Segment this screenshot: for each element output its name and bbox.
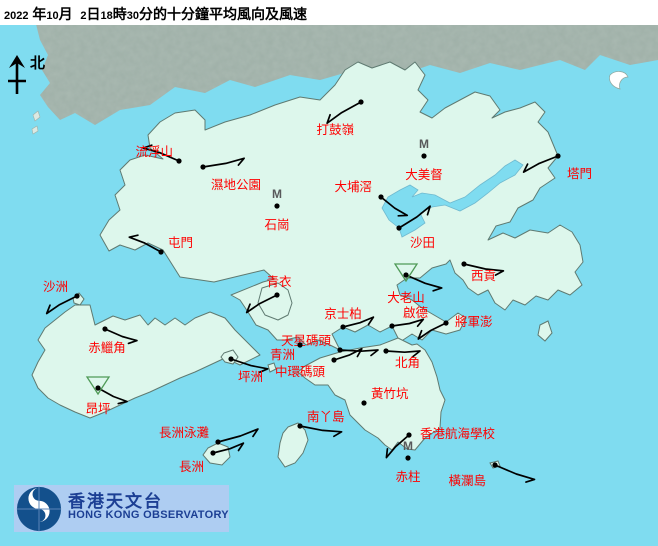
svg-text:大老山: 大老山 (387, 291, 425, 305)
svg-text:香港航海學校: 香港航海學校 (420, 426, 496, 441)
svg-text:M: M (272, 187, 282, 201)
svg-text:M: M (419, 137, 429, 151)
svg-text:赤柱: 赤柱 (395, 469, 420, 484)
svg-text:塔門: 塔門 (567, 167, 592, 181)
svg-text:M: M (403, 439, 413, 453)
svg-text:啟德: 啟德 (403, 305, 429, 320)
svg-text:青衣: 青衣 (266, 274, 292, 289)
svg-text:京士柏: 京士柏 (324, 306, 362, 321)
svg-text:流浮山: 流浮山 (135, 145, 173, 159)
svg-text:屯門: 屯門 (168, 236, 193, 250)
svg-text:長洲泳灘: 長洲泳灘 (159, 426, 210, 440)
svg-text:大埔滘: 大埔滘 (334, 180, 372, 194)
svg-text:將軍澎: 將軍澎 (455, 314, 493, 329)
svg-text:青洲: 青洲 (270, 348, 295, 362)
svg-text:打鼓嶺: 打鼓嶺 (316, 123, 354, 137)
svg-text:石崗: 石崗 (264, 218, 289, 232)
svg-text:天星碼頭: 天星碼頭 (281, 334, 332, 348)
svg-text:西貢: 西貢 (471, 269, 496, 283)
svg-text:北: 北 (30, 55, 45, 72)
svg-text:南丫島: 南丫島 (307, 409, 345, 424)
svg-text:北角: 北角 (395, 356, 420, 370)
svg-text:中環碼頭: 中環碼頭 (275, 364, 326, 379)
svg-text:坪洲: 坪洲 (238, 370, 263, 384)
svg-text:大美督: 大美督 (405, 167, 443, 182)
svg-text:昂坪: 昂坪 (85, 402, 110, 416)
svg-text:黃竹坑: 黃竹坑 (371, 386, 409, 401)
svg-text:橫瀾島: 橫瀾島 (448, 473, 486, 488)
svg-text:沙洲: 沙洲 (43, 280, 68, 294)
svg-text:沙田: 沙田 (410, 236, 435, 250)
svg-text:長洲: 長洲 (179, 460, 204, 474)
svg-text:赤鱲角: 赤鱲角 (88, 341, 126, 355)
svg-text:濕地公園: 濕地公園 (211, 178, 261, 192)
